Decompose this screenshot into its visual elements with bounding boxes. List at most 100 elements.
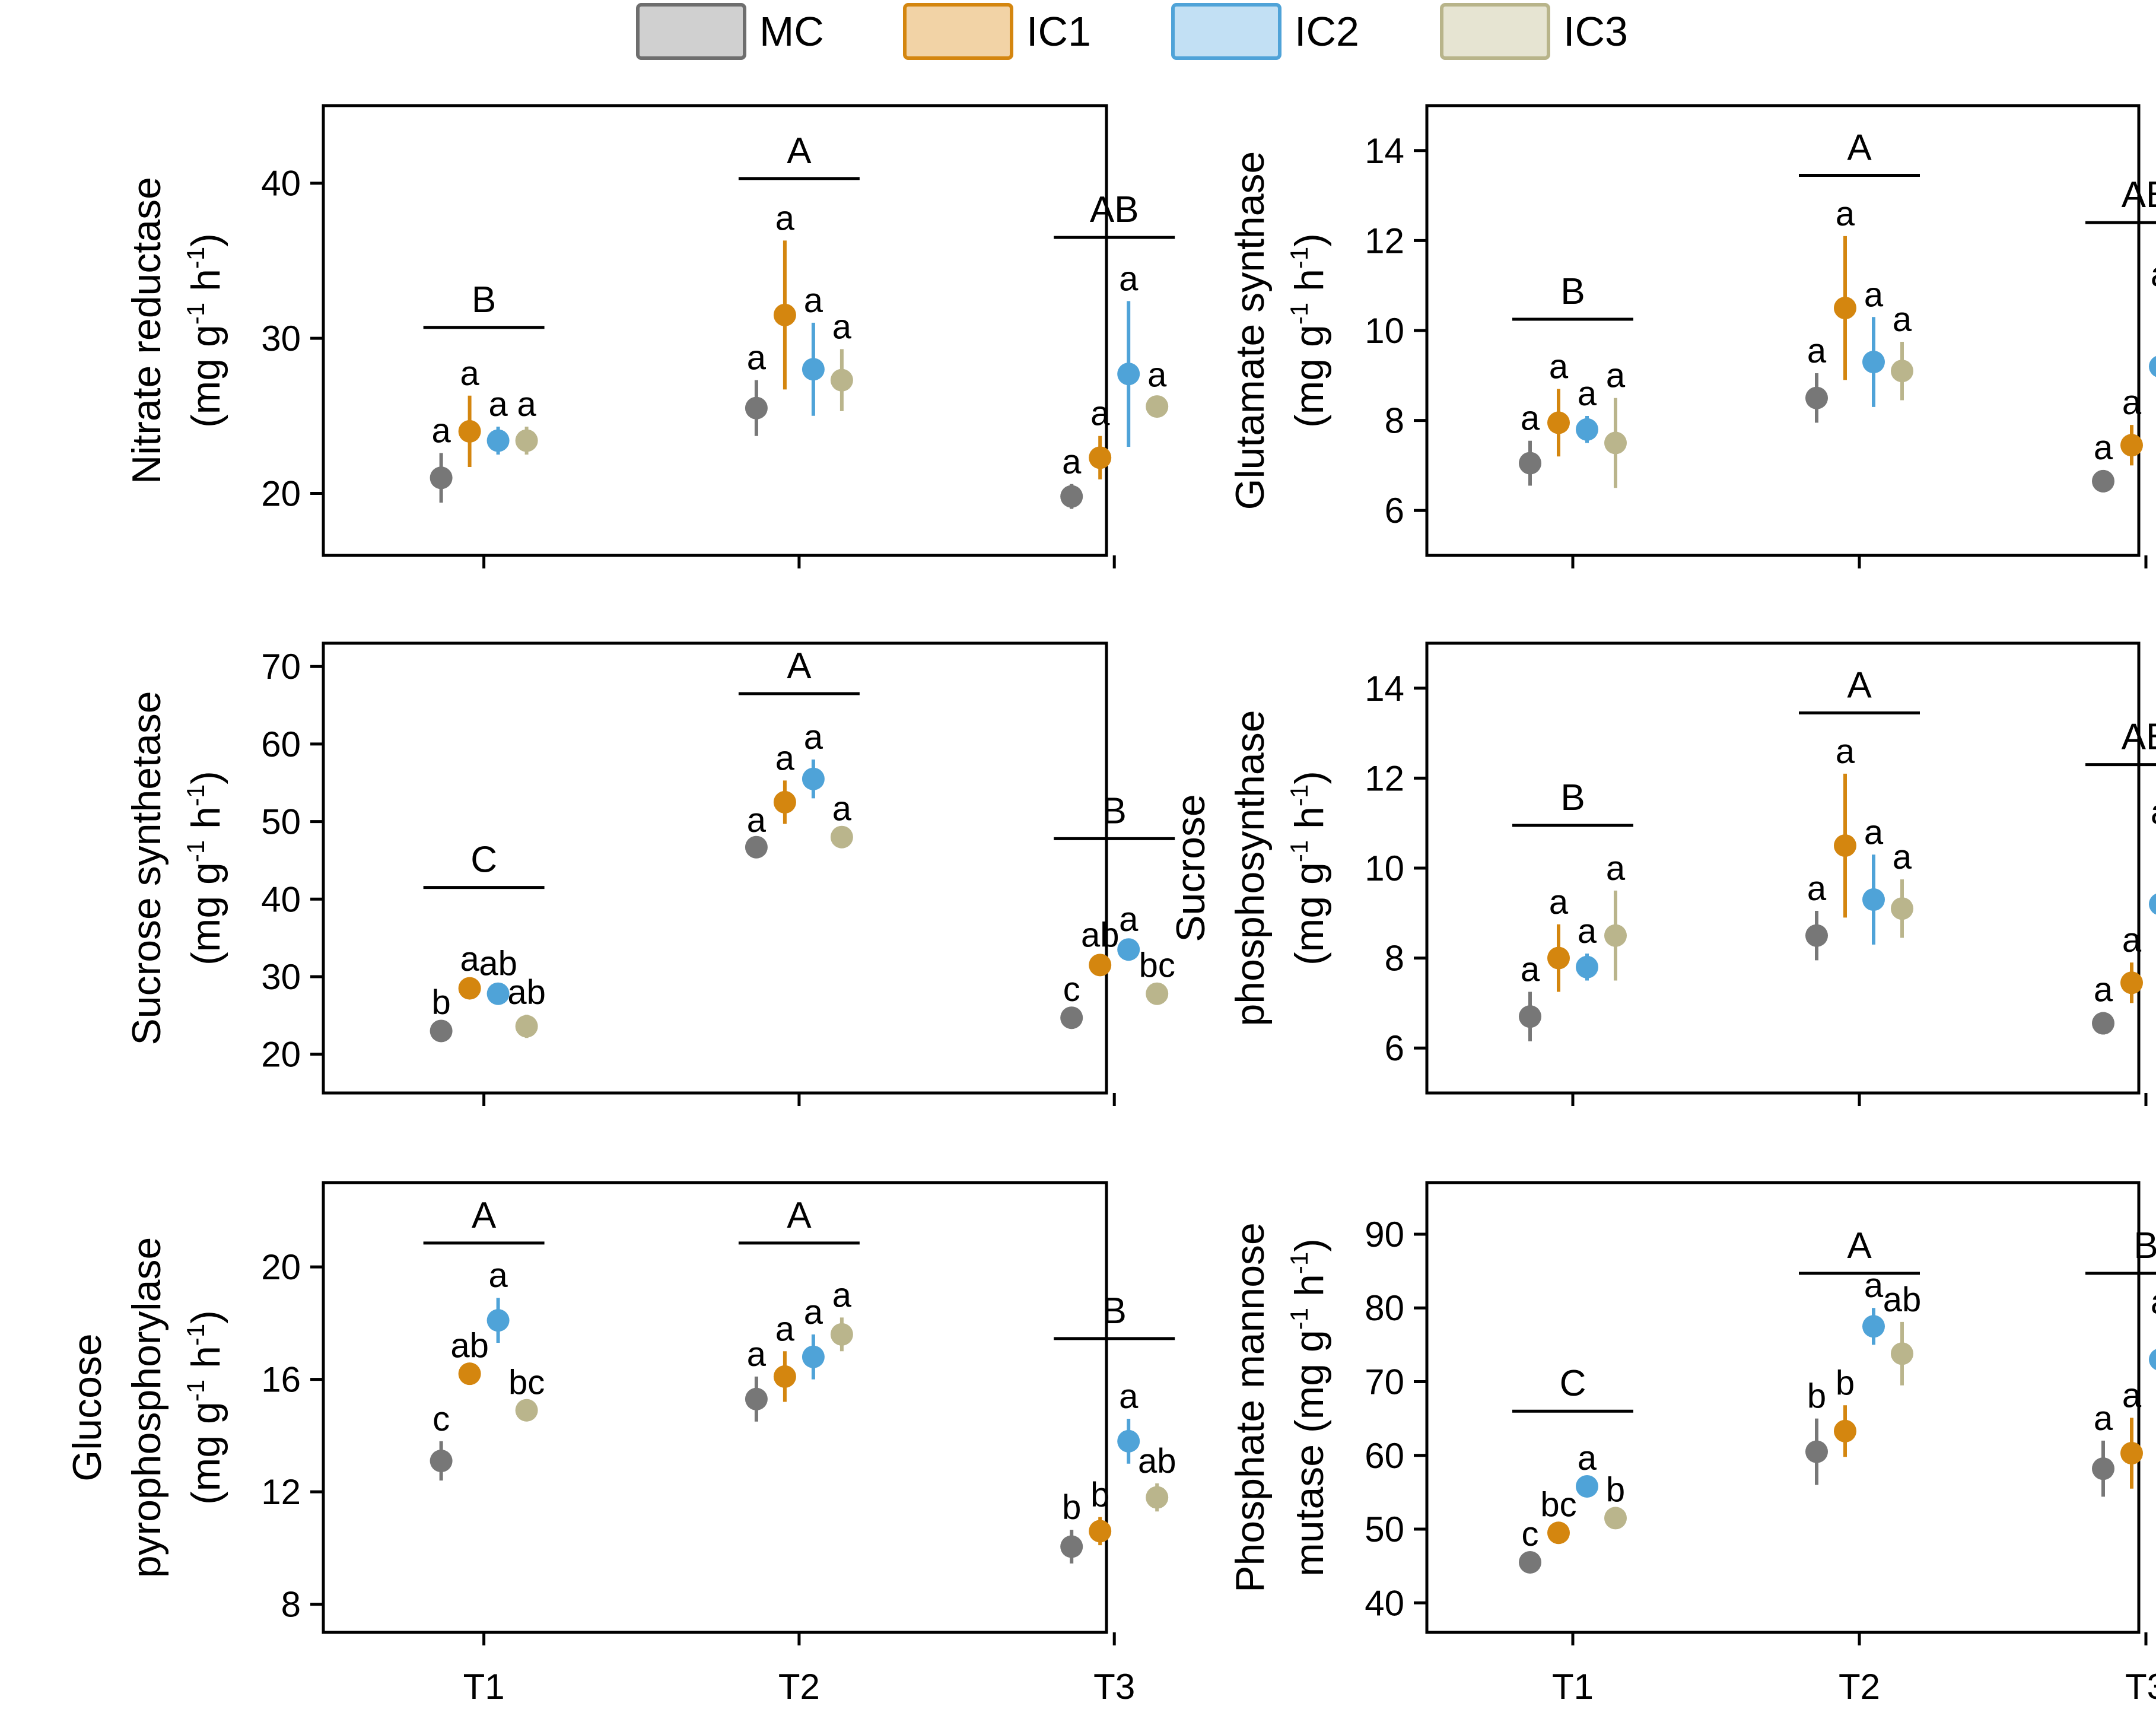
y-tick-label: 40 [1365, 1583, 1404, 1623]
group-letter: A [1847, 1225, 1872, 1266]
group-letter: B [1102, 1291, 1127, 1332]
point-mc-t3 [2092, 1457, 2114, 1480]
significance-letter: a [1864, 275, 1884, 314]
significance-letter: a [1119, 1377, 1139, 1416]
point-ic1-t2 [773, 790, 796, 814]
group-letter: B [2133, 1225, 2156, 1266]
point-ic1-t1 [458, 1362, 481, 1386]
point-ic1-t1 [1547, 946, 1570, 970]
point-mc-t3 [2092, 469, 2114, 492]
significance-letter: a [2151, 255, 2156, 294]
significance-letter: a [488, 1256, 508, 1295]
y-tick-label: 14 [1365, 669, 1404, 708]
point-ic3-t2 [1891, 360, 1913, 383]
point-mc-t1 [1519, 1005, 1541, 1028]
point-ic2-t2 [802, 767, 825, 790]
group-letter: A [472, 1195, 497, 1236]
point-ic2-t1 [486, 982, 510, 1005]
significance-letter: ab [507, 973, 546, 1012]
point-mc-t3 [1060, 485, 1083, 508]
significance-letter: a [832, 789, 852, 828]
point-ic2-t2 [1862, 888, 1885, 911]
significance-letter: a [431, 411, 451, 450]
point-ic1-t3 [1089, 1520, 1112, 1543]
y-axis-label-line-2: (mg g-1 h-1) [182, 771, 228, 965]
point-ic3-t1 [515, 1399, 538, 1422]
panel-6: 40 50 60 70 80 90 T1 T2 T3 Phosphate mannose mutas… [1228, 1181, 2156, 1707]
significance-letter: b [1606, 1470, 1625, 1509]
panel-3: 20 30 40 50 60 70 Sucrose synthetase (mg g-1 h-… [124, 641, 1175, 1106]
y-axis-label-line-1: Glucose [65, 1333, 110, 1481]
point-ic3-t2 [830, 1323, 853, 1346]
point-ic2-t2 [802, 1345, 825, 1368]
significance-letter: a [2151, 793, 2156, 831]
y-axis-label-line-1: Nitrate reductase [124, 177, 169, 484]
significance-letter: a [2122, 1376, 2142, 1415]
y-axis-label-line-2: pyrophosphorylase [124, 1237, 169, 1578]
y-tick-label: 12 [1365, 221, 1404, 260]
x-tick-label-t3: T3 [2125, 1667, 2156, 1707]
y-tick-label: 14 [1365, 131, 1404, 171]
group-letter: AB [2122, 717, 2156, 758]
group-letter: C [1560, 1363, 1586, 1404]
significance-letter: a [1578, 374, 1597, 413]
y-axis-label-line-2: mutase (mg g-1 h-1) [1285, 1238, 1332, 1577]
legend-label-ic1: IC1 [1026, 8, 1091, 55]
point-ic1-t1 [1547, 411, 1570, 434]
y-axis-label-line-3: (mg g-1 h-1) [1285, 771, 1332, 965]
significance-letter: a [1578, 1439, 1597, 1477]
y-axis-label-line-1: Sucrose synthetase [124, 691, 169, 1045]
y-tick-label: 16 [261, 1360, 301, 1400]
significance-letter: ab [1081, 916, 1120, 954]
point-ic1-t2 [773, 1365, 796, 1388]
point-ic3-t3 [1146, 395, 1169, 418]
significance-letter: bc [1540, 1485, 1576, 1524]
y-tick-label: 70 [261, 647, 301, 687]
plot-frame [1425, 104, 2141, 557]
significance-letter: c [433, 1400, 450, 1438]
panel-4: 6 8 10 12 14 Sucrose phosphosynthase (mg g-1 h-… [1168, 641, 2156, 1106]
significance-letter: a [1549, 883, 1569, 922]
significance-letter: a [2122, 921, 2142, 959]
significance-letter: a [1893, 838, 1912, 876]
significance-letter: a [747, 801, 767, 840]
x-tick-label-t3: T3 [1093, 1667, 1135, 1707]
significance-letter: ab [479, 945, 517, 983]
point-ic2-t2 [802, 358, 825, 381]
significance-letter: a [1836, 732, 1855, 771]
group-letter: AB [1090, 189, 1139, 230]
significance-letter: a [1147, 355, 1167, 394]
significance-letter: a [1119, 259, 1139, 298]
significance-letter: a [517, 385, 536, 424]
y-tick-label: 80 [1365, 1288, 1404, 1328]
significance-letter: a [747, 339, 767, 377]
y-tick-label: 20 [261, 474, 301, 513]
legend-swatch-ic2 [1171, 3, 1281, 60]
significance-letter: c [1063, 970, 1080, 1009]
significance-letter: a [1836, 195, 1855, 233]
point-ic3-t1 [515, 1015, 538, 1038]
point-ic1-t3 [1089, 954, 1112, 977]
significance-letter: a [1807, 332, 1827, 370]
significance-letter: a [1521, 950, 1540, 989]
y-tick-label: 70 [1365, 1362, 1404, 1402]
significance-letter: a [775, 1310, 795, 1348]
y-tick-label: 60 [261, 725, 301, 764]
significance-letter: a [1578, 912, 1597, 951]
point-ic3-t1 [1604, 431, 1627, 455]
legend-swatch-ic3 [1440, 3, 1550, 60]
y-tick-label: 50 [1365, 1510, 1404, 1549]
significance-letter: a [2122, 383, 2142, 422]
point-ic3-t2 [830, 825, 853, 849]
y-tick-label: 12 [1365, 758, 1404, 798]
point-mc-t3 [1060, 1006, 1083, 1030]
y-tick-label: 50 [261, 802, 301, 842]
significance-letter: bc [508, 1363, 545, 1402]
plot-frame [322, 641, 1108, 1095]
y-axis-label-line-2: (mg g-1 h-1) [1285, 233, 1332, 428]
significance-letter: a [2151, 1283, 2156, 1321]
significance-letter: a [747, 1335, 767, 1374]
significance-letter: b [1062, 1488, 1081, 1527]
